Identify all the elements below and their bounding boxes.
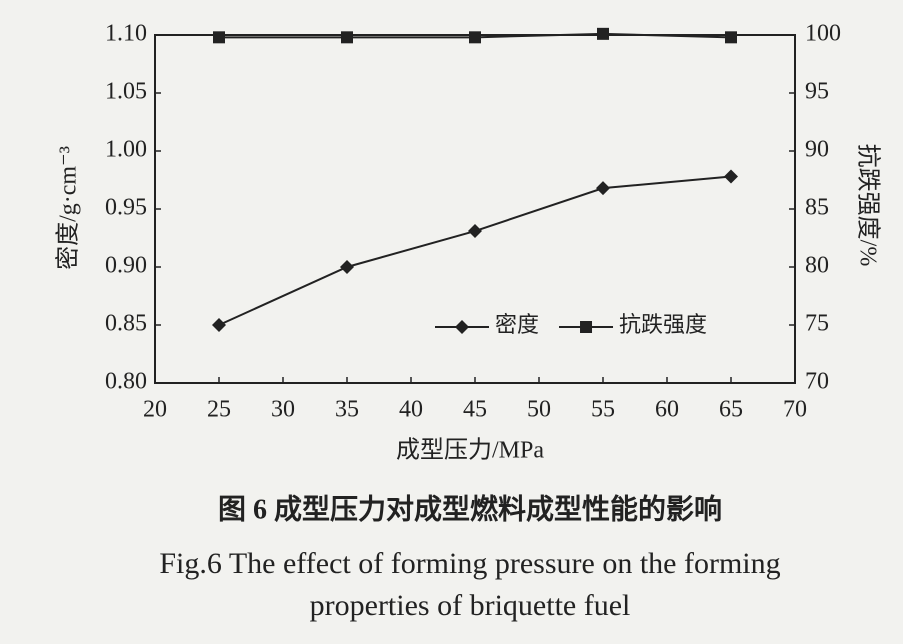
x-tick-label: 45 (463, 397, 487, 423)
marker (341, 31, 353, 44)
x-axis-label: 成型压力/MPa (396, 437, 544, 464)
y2-tick-label: 75 (805, 311, 829, 337)
y2-tick-label: 70 (805, 369, 829, 395)
marker (340, 260, 354, 274)
x-tick-label: 60 (655, 397, 679, 423)
x-tick-label: 40 (399, 397, 423, 423)
y-tick-label: 0.95 (105, 195, 147, 221)
marker (596, 181, 610, 196)
caption-en: Fig.6 The effect of forming pressure on … (159, 547, 780, 580)
y2-tick-label: 85 (805, 195, 829, 221)
legend-label: 抗跌强度 (619, 312, 707, 337)
y-tick-label: 1.05 (105, 79, 147, 105)
y2-axis-label: 抗跌强度/% (854, 144, 881, 267)
marker (469, 31, 481, 44)
y-axis-label: 密度/g·cm⁻³ (55, 146, 82, 270)
y2-tick-label: 80 (805, 253, 829, 279)
marker (468, 224, 482, 239)
legend-marker (580, 321, 593, 333)
marker (725, 31, 737, 44)
marker (212, 318, 226, 332)
x-tick-label: 25 (207, 397, 231, 423)
y-tick-label: 1.10 (105, 21, 147, 47)
x-tick-label: 20 (143, 397, 167, 423)
y-tick-label: 0.80 (105, 369, 147, 395)
y-tick-label: 1.00 (105, 137, 147, 163)
y-tick-label: 0.85 (105, 311, 147, 337)
caption-cn: 图 6 成型压力对成型燃料成型性能的影响 (218, 492, 722, 525)
x-tick-label: 35 (335, 397, 359, 423)
marker (724, 169, 738, 184)
marker (213, 31, 225, 44)
legend-marker (455, 320, 469, 334)
legend-label: 密度 (495, 312, 539, 337)
y-tick-label: 0.90 (105, 253, 147, 279)
x-tick-label: 50 (527, 397, 551, 423)
y2-tick-label: 95 (805, 79, 829, 105)
x-tick-label: 70 (783, 397, 807, 423)
caption-en: properties of briquette fuel (310, 589, 631, 622)
x-tick-label: 65 (719, 397, 743, 423)
x-tick-label: 55 (591, 397, 615, 423)
y2-tick-label: 100 (805, 21, 841, 47)
x-tick-label: 30 (271, 397, 295, 423)
y2-tick-label: 90 (805, 137, 829, 163)
marker (597, 27, 609, 40)
